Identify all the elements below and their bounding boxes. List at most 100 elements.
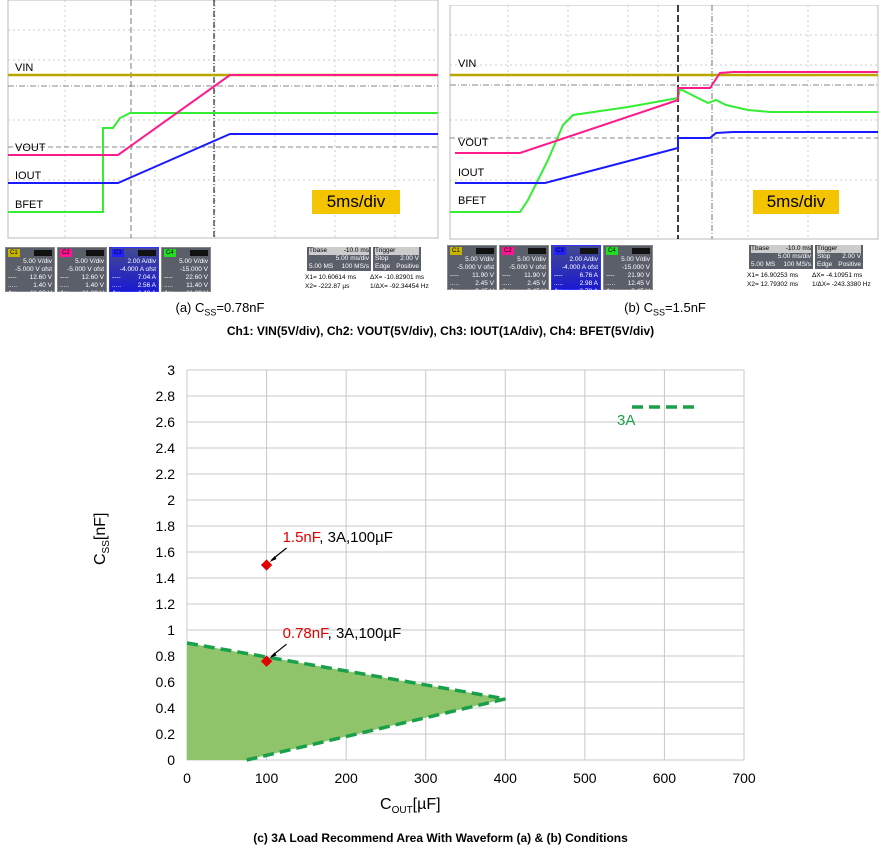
channel-tag: C2 bbox=[502, 247, 514, 255]
delta-y: -9.45 V bbox=[525, 288, 546, 295]
cursor-v2: 2.56 A bbox=[137, 282, 156, 289]
timebase-panel[interactable]: Tbase -10.0 ms 5.00 ms/div 5.00 MS 100 MS/… bbox=[749, 245, 813, 269]
caption-b-text: (b) C bbox=[624, 300, 654, 315]
cursor-v2: 1.40 V bbox=[33, 282, 52, 289]
iout-label: IOUT bbox=[458, 167, 485, 179]
cursor-v1: 12.60 V bbox=[29, 274, 52, 281]
vout-trace bbox=[8, 74, 438, 156]
y-tick-label: 0 bbox=[167, 752, 175, 768]
data-point bbox=[260, 655, 273, 667]
x-tick-label: 700 bbox=[732, 770, 756, 786]
channel-flags bbox=[476, 248, 494, 254]
channel-flags bbox=[34, 250, 52, 256]
cursor-fdx-readout: 1/ΔX= -92.34454 Hz bbox=[370, 283, 429, 290]
trigger-panel[interactable]: Trigger Stop 2.00 V Edge Positive bbox=[815, 245, 863, 269]
scope-b-info: C1 5.00 V/div -5.000 V ofst ---- 11.90 V … bbox=[447, 245, 881, 295]
point-annotation: 1.5nF, 3A,100µF bbox=[283, 529, 393, 546]
y-tick-label: 1.2 bbox=[155, 596, 175, 612]
volts-per-div: 5.00 V/div bbox=[621, 256, 650, 263]
vin-label: VIN bbox=[15, 62, 34, 74]
delta-y: -3.78 A bbox=[577, 288, 598, 295]
bfet-label: BFET bbox=[458, 195, 487, 207]
trigger-label: Trigger bbox=[817, 245, 861, 253]
channel-panel-c3[interactable]: C3 2.00 A/div -4.000 A ofst ---- 6.76 A .… bbox=[551, 245, 601, 295]
channel-panel-c4[interactable]: C4 5.00 V/div -15.000 V ---- 22.60 V ....… bbox=[161, 247, 211, 297]
volts-per-div: 2.00 A/div bbox=[127, 258, 156, 265]
cursor-v1: 21.90 V bbox=[627, 272, 650, 279]
tbase-value: -10.0 ms bbox=[343, 247, 369, 254]
x-tick-label: 0 bbox=[183, 770, 191, 786]
recommend-area-fill bbox=[187, 643, 506, 760]
y-tick-label: 2.4 bbox=[155, 440, 175, 456]
tbase-value: -10.0 ms bbox=[785, 245, 811, 252]
channel-panel-c2[interactable]: C2 5.00 V/div -5.000 V ofst ---- 12.60 V … bbox=[57, 247, 107, 297]
volts-per-div: 5.00 V/div bbox=[179, 258, 208, 265]
annotation-rest: , 3A,100µF bbox=[319, 529, 393, 546]
arrow-head bbox=[269, 652, 277, 659]
trigger-slope: Positive bbox=[838, 261, 861, 268]
channel-tag: C2 bbox=[60, 249, 72, 257]
offset: -5.000 V ofst bbox=[67, 266, 104, 273]
y-tick-label: 0.8 bbox=[155, 648, 175, 664]
channel-tag: C3 bbox=[112, 249, 124, 257]
channel-panel-c4[interactable]: C4 5.00 V/div -15.000 V ---- 21.90 V ....… bbox=[603, 245, 653, 295]
delta-y: -11.20 V bbox=[79, 290, 104, 297]
cursor-v2: 1.40 V bbox=[85, 282, 104, 289]
vout-label: VOUT bbox=[15, 142, 46, 154]
tbase-msdiv: 5.00 ms/div bbox=[777, 253, 811, 260]
y-tick-label: 0.6 bbox=[155, 674, 175, 690]
offset: -5.000 V ofst bbox=[457, 264, 494, 271]
x-label-unit: [µF] bbox=[412, 796, 441, 813]
cursor-v1: 7.04 A bbox=[137, 274, 156, 281]
iout-trace bbox=[8, 133, 438, 184]
cursor-v2: 2.45 V bbox=[475, 280, 494, 287]
cursor-v2: 2.98 A bbox=[579, 280, 598, 287]
y-tick-label: 2.6 bbox=[155, 414, 175, 430]
tbase-rate: 100 MS/s bbox=[783, 261, 811, 268]
caption-a-sub: SS bbox=[204, 307, 217, 318]
plot-frame bbox=[186, 369, 745, 761]
delta-y: -11.20 V bbox=[183, 290, 208, 297]
scope-b: VIN VOUT IOUT BFET 5ms/div bbox=[448, 5, 880, 241]
offset: -5.000 V ofst bbox=[15, 266, 52, 273]
trigger-panel[interactable]: Trigger Stop 2.00 V Edge Positive bbox=[373, 247, 421, 271]
x-tick-label: 600 bbox=[652, 770, 677, 786]
offset: -4.000 A ofst bbox=[561, 264, 598, 271]
cursor-dx-readout: ΔX= -4.10951 ms bbox=[812, 272, 863, 279]
annotation-value: 0.78nF bbox=[282, 625, 328, 643]
channel-flags bbox=[138, 250, 156, 256]
channel-panel-c2[interactable]: C2 5.00 V/div -5.000 V ofst ---- 11.90 V … bbox=[499, 245, 549, 295]
scope-a: VIN VOUT IOUT BFET 5ms/div bbox=[5, 0, 440, 240]
x-axis-label: COUT[µF] bbox=[380, 796, 441, 816]
vout-trace bbox=[455, 71, 878, 154]
volts-per-div: 5.00 V/div bbox=[517, 256, 546, 263]
offset: -15.000 V bbox=[179, 266, 208, 273]
bfet-trace bbox=[8, 112, 438, 213]
channel-caption: Ch1: VIN(5V/div), Ch2: VOUT(5V/div), Ch3… bbox=[226, 324, 655, 338]
channel-panel-c3[interactable]: C3 2.00 A/div -4.000 A ofst ---- 7.04 A .… bbox=[109, 247, 159, 297]
y-label-sub: SS bbox=[101, 540, 113, 554]
volts-per-div: 5.00 V/div bbox=[75, 258, 104, 265]
iout-trace bbox=[455, 131, 878, 184]
cursor-v2: 12.45 V bbox=[627, 280, 650, 287]
graticule bbox=[450, 5, 878, 239]
y-tick-label: 2.8 bbox=[155, 388, 175, 404]
channel-flags bbox=[632, 248, 650, 254]
channel-panel-c1[interactable]: C1 5.00 V/div -5.000 V ofst ---- 11.90 V … bbox=[447, 245, 497, 295]
trigger-level: 2.00 V bbox=[842, 253, 861, 260]
x-label-main: C bbox=[380, 796, 392, 813]
y-tick-label: 0.2 bbox=[155, 726, 175, 742]
caption-a: (a) CSS=0.78nF bbox=[120, 300, 320, 318]
y-tick-label: 3 bbox=[167, 362, 175, 378]
channel-panel-c1[interactable]: C1 5.00 V/div -5.000 V ofst ---- 12.60 V … bbox=[5, 247, 55, 297]
trigger-stop: Stop bbox=[817, 253, 831, 260]
delta-y: -11.20 V bbox=[27, 290, 52, 297]
offset: -5.000 V ofst bbox=[509, 264, 546, 271]
trigger-edge: Edge bbox=[817, 261, 833, 268]
cursor-x1-readout: X1= 10.60614 ms bbox=[305, 274, 357, 281]
volts-per-div: 5.00 V/div bbox=[23, 258, 52, 265]
delta-y: -9.45 V bbox=[629, 288, 650, 295]
caption-b-sub: SS bbox=[653, 307, 666, 318]
y-label-unit: [nF] bbox=[92, 512, 109, 541]
timebase-panel[interactable]: Tbase -10.0 ms 5.00 ms/div 5.00 MS 100 MS/… bbox=[307, 247, 371, 271]
